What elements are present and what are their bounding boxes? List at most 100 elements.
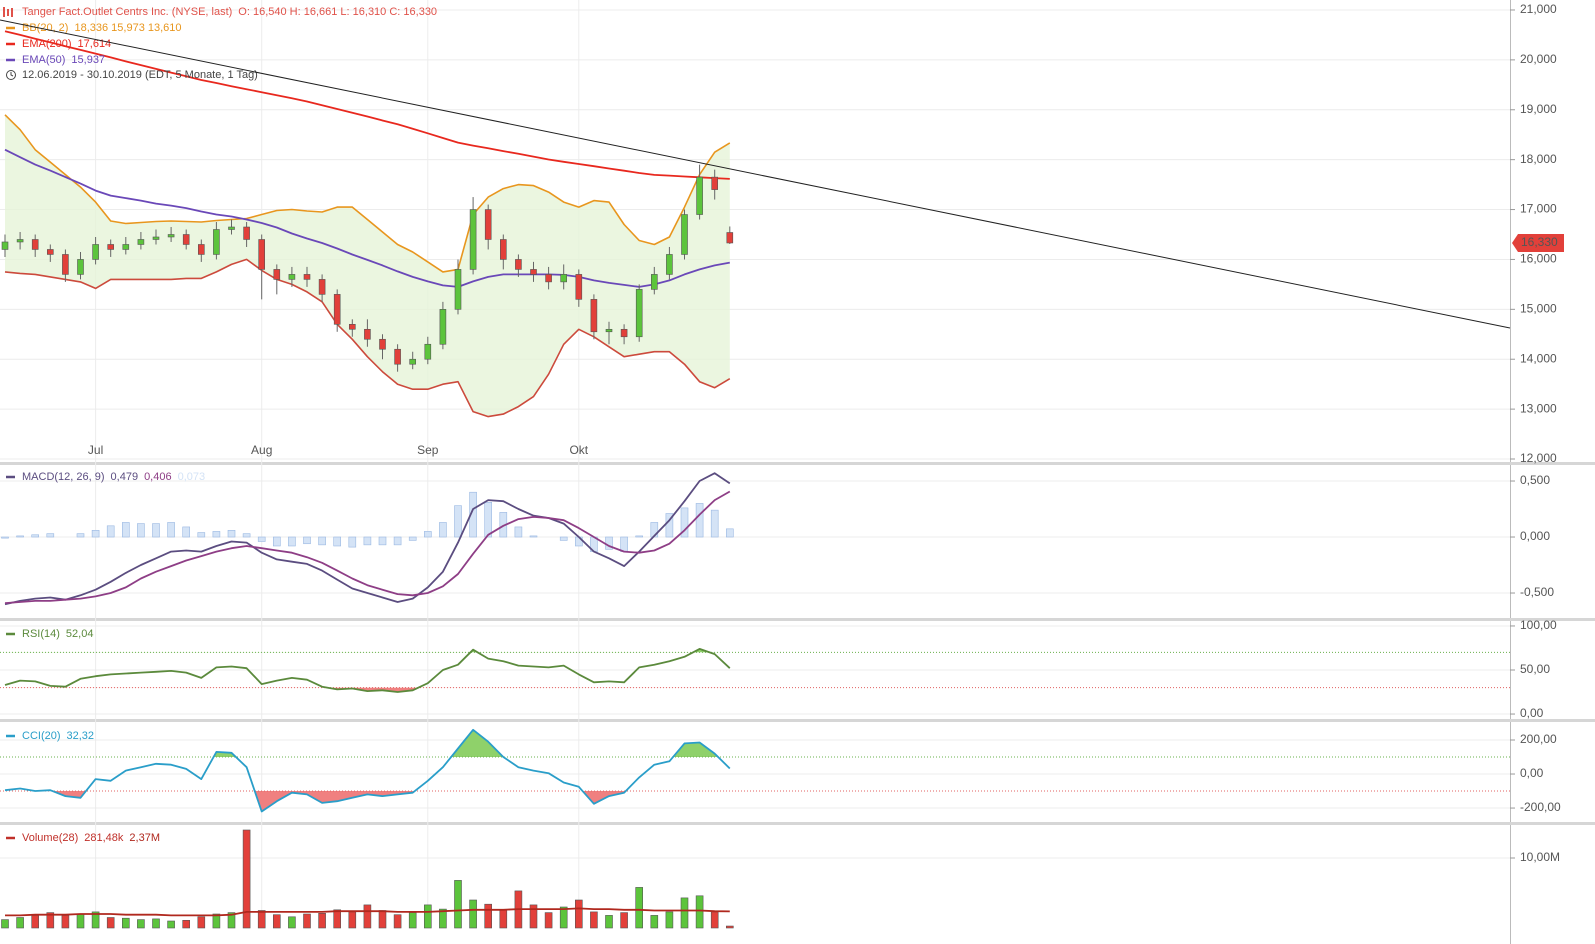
bar <box>710 911 719 929</box>
candle-body <box>318 279 326 295</box>
y-tick-label: 0,00 <box>1520 706 1544 720</box>
y-tick-label: 0,000 <box>1520 529 1550 543</box>
legend-text: MACD(12, 26, 9) <box>22 471 105 483</box>
legend-text: 15,937 <box>71 54 105 66</box>
y-tick-label: -0,500 <box>1520 585 1554 599</box>
bar <box>46 533 55 538</box>
bar <box>288 536 296 547</box>
candle-body <box>560 274 568 283</box>
candle-body <box>182 234 190 245</box>
candle-body <box>303 274 311 280</box>
x-tick-label: Sep <box>417 443 439 457</box>
candle-body <box>409 358 417 365</box>
bar <box>529 535 538 538</box>
bar <box>680 507 689 538</box>
x-tick-label: Jul <box>88 443 103 457</box>
bar <box>242 533 251 538</box>
candle-body <box>394 348 401 365</box>
bar <box>46 912 55 929</box>
bar <box>454 880 462 929</box>
bar <box>167 522 175 538</box>
bar <box>242 829 251 929</box>
y-tick-label: 18,000 <box>1520 152 1557 166</box>
chart-title: Tanger Fact.Outlet Centrs Inc. (NYSE, la… <box>22 6 437 18</box>
bar <box>303 536 311 545</box>
candle-body <box>77 259 84 275</box>
y-tick-label: 20,000 <box>1520 52 1557 66</box>
candle-body <box>167 234 175 238</box>
bar <box>635 535 644 538</box>
bar <box>514 526 523 538</box>
candle-body <box>711 176 719 190</box>
y-tick-label: 14,000 <box>1520 351 1557 365</box>
bar <box>378 536 387 546</box>
bar <box>423 904 432 929</box>
bar <box>106 917 115 929</box>
bar <box>106 525 115 538</box>
candle-body <box>666 254 673 275</box>
bar <box>439 908 447 929</box>
y-tick-label: 19,000 <box>1520 102 1557 116</box>
legend-text: 2,37M <box>129 832 160 844</box>
candle-body <box>605 328 613 333</box>
bar <box>499 909 508 929</box>
header-icon <box>11 8 13 17</box>
bar <box>454 505 462 538</box>
bar <box>363 904 372 929</box>
candle-body <box>439 309 447 345</box>
x-tick-label: Aug <box>251 443 272 457</box>
candle-body <box>575 274 583 300</box>
bar <box>574 899 583 929</box>
bar <box>76 533 85 538</box>
bar <box>333 536 342 547</box>
bar <box>197 532 206 538</box>
series-line <box>4 648 731 693</box>
bar <box>695 503 704 538</box>
bar <box>182 526 190 538</box>
legend-text: EMA(50) <box>22 54 65 66</box>
bar <box>665 911 674 929</box>
bar <box>529 904 538 929</box>
candle-body <box>650 274 658 290</box>
legend-text: 18,336 15,973 13,610 <box>74 22 181 34</box>
header-icon <box>7 9 9 16</box>
candle-body <box>499 239 507 260</box>
ohlc-text: O: 16,540 H: 16,661 L: 16,310 C: 16,330 <box>238 6 437 18</box>
panel-separator <box>0 822 1595 825</box>
price-marker-label: 16,330 <box>1521 235 1558 249</box>
y-tick-label: 0,00 <box>1520 766 1544 780</box>
bar <box>650 915 659 929</box>
level-fill <box>213 729 719 758</box>
candle-body <box>333 294 341 325</box>
legend-text: 0,479 <box>111 471 139 483</box>
series-line <box>4 728 731 813</box>
plot-layer: 21,000 20,000 19,000 18,000 17,000 16,000 15,0… <box>0 0 1564 929</box>
bar <box>91 529 100 538</box>
bar <box>16 535 24 538</box>
bar <box>710 509 719 538</box>
y-tick-label: 16,000 <box>1520 252 1557 266</box>
bar <box>559 906 568 929</box>
title-text: Tanger Fact.Outlet Centrs Inc. (NYSE, la… <box>22 6 232 18</box>
candle-body <box>545 274 552 283</box>
bar <box>257 536 266 542</box>
bar <box>1 536 9 539</box>
bar <box>620 536 628 552</box>
candle-body <box>243 226 250 240</box>
band-fill <box>5 114 730 417</box>
bar <box>439 522 447 538</box>
legend-text: RSI(14) <box>22 628 60 640</box>
bar <box>91 911 100 929</box>
level-fill <box>5 687 730 692</box>
legend-text: Volume(28) <box>22 832 78 844</box>
trend-line[interactable] <box>0 19 1511 329</box>
bar <box>393 536 402 546</box>
y-tick-label: 15,000 <box>1520 302 1557 316</box>
bar <box>680 897 689 929</box>
panel-separator <box>0 719 1595 722</box>
bar <box>544 912 553 929</box>
bar <box>61 915 70 929</box>
candle-body <box>258 239 266 270</box>
panel-separator <box>0 618 1595 621</box>
